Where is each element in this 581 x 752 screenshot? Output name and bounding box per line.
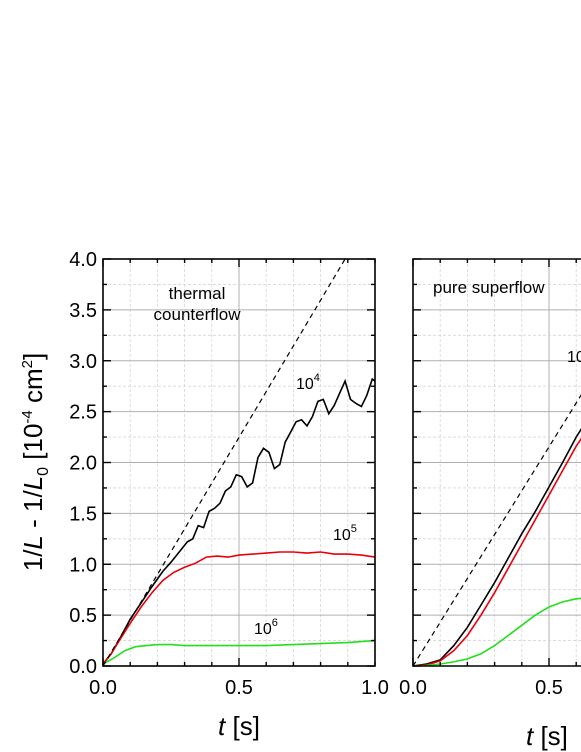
x-tick-label: 0.5: [225, 677, 253, 699]
curve-label-1e4: 104: [296, 372, 320, 393]
y-axis-title: 1/L - 1/L0 [10-4 cm2]: [18, 353, 52, 572]
series-group: [102, 258, 376, 667]
tick-labels: 0.0 0.5 1.0 0.0 0.5 1.0 1.5 2.0 2.5 3.0 3.5 4.0: [69, 249, 389, 699]
y-tick-label: 2.5: [69, 402, 97, 424]
x-tick-label: 0.0: [89, 677, 117, 699]
series-line-red: [102, 551, 376, 665]
dashed-reference-line: [102, 258, 346, 667]
panel-annotation: pure superflow: [433, 278, 545, 297]
series-line-red: [412, 437, 581, 667]
series-group: [412, 394, 581, 667]
ticks: [412, 258, 577, 667]
y-tick-label: 2.0: [69, 453, 97, 475]
y-tick-label: 0.0: [69, 656, 97, 678]
y-tick-label: 3.5: [69, 300, 97, 322]
curve-label-1e6: 106: [254, 617, 278, 638]
panel-annotation: thermal counterflow: [154, 284, 242, 324]
ticks: [102, 258, 376, 667]
y-tick-label: 1.5: [69, 503, 97, 525]
y-tick-label: 3.0: [69, 351, 97, 373]
y-tick-label: 4.0: [69, 249, 97, 271]
panel-pure-superflow: 0.0 0.5 pure superflow 10 t [s]: [399, 258, 581, 751]
y-tick-label: 0.5: [69, 605, 97, 627]
x-axis-title: t [s]: [218, 711, 260, 741]
x-tick-label: 0.5: [535, 677, 563, 699]
series-line-green: [412, 597, 581, 667]
x-tick-label: 0.0: [399, 677, 427, 699]
dashed-reference-line: [412, 394, 581, 667]
series-line-black: [412, 428, 581, 667]
x-axis-title: t [s]: [526, 721, 568, 751]
curve-label-1e5: 105: [333, 523, 357, 544]
tick-labels: 0.0 0.5: [399, 677, 563, 699]
curve-label-partial: 10: [567, 349, 581, 366]
series-line-black: [102, 377, 376, 665]
y-tick-label: 1.0: [69, 554, 97, 576]
grid: [413, 259, 581, 666]
x-tick-label: 1.0: [361, 677, 389, 699]
panel-thermal-counterflow: 0.0 0.5 1.0 0.0 0.5 1.0 1.5 2.0 2.5 3.0 3.5 4.0 the…: [18, 249, 389, 741]
series-line-green: [102, 639, 376, 665]
